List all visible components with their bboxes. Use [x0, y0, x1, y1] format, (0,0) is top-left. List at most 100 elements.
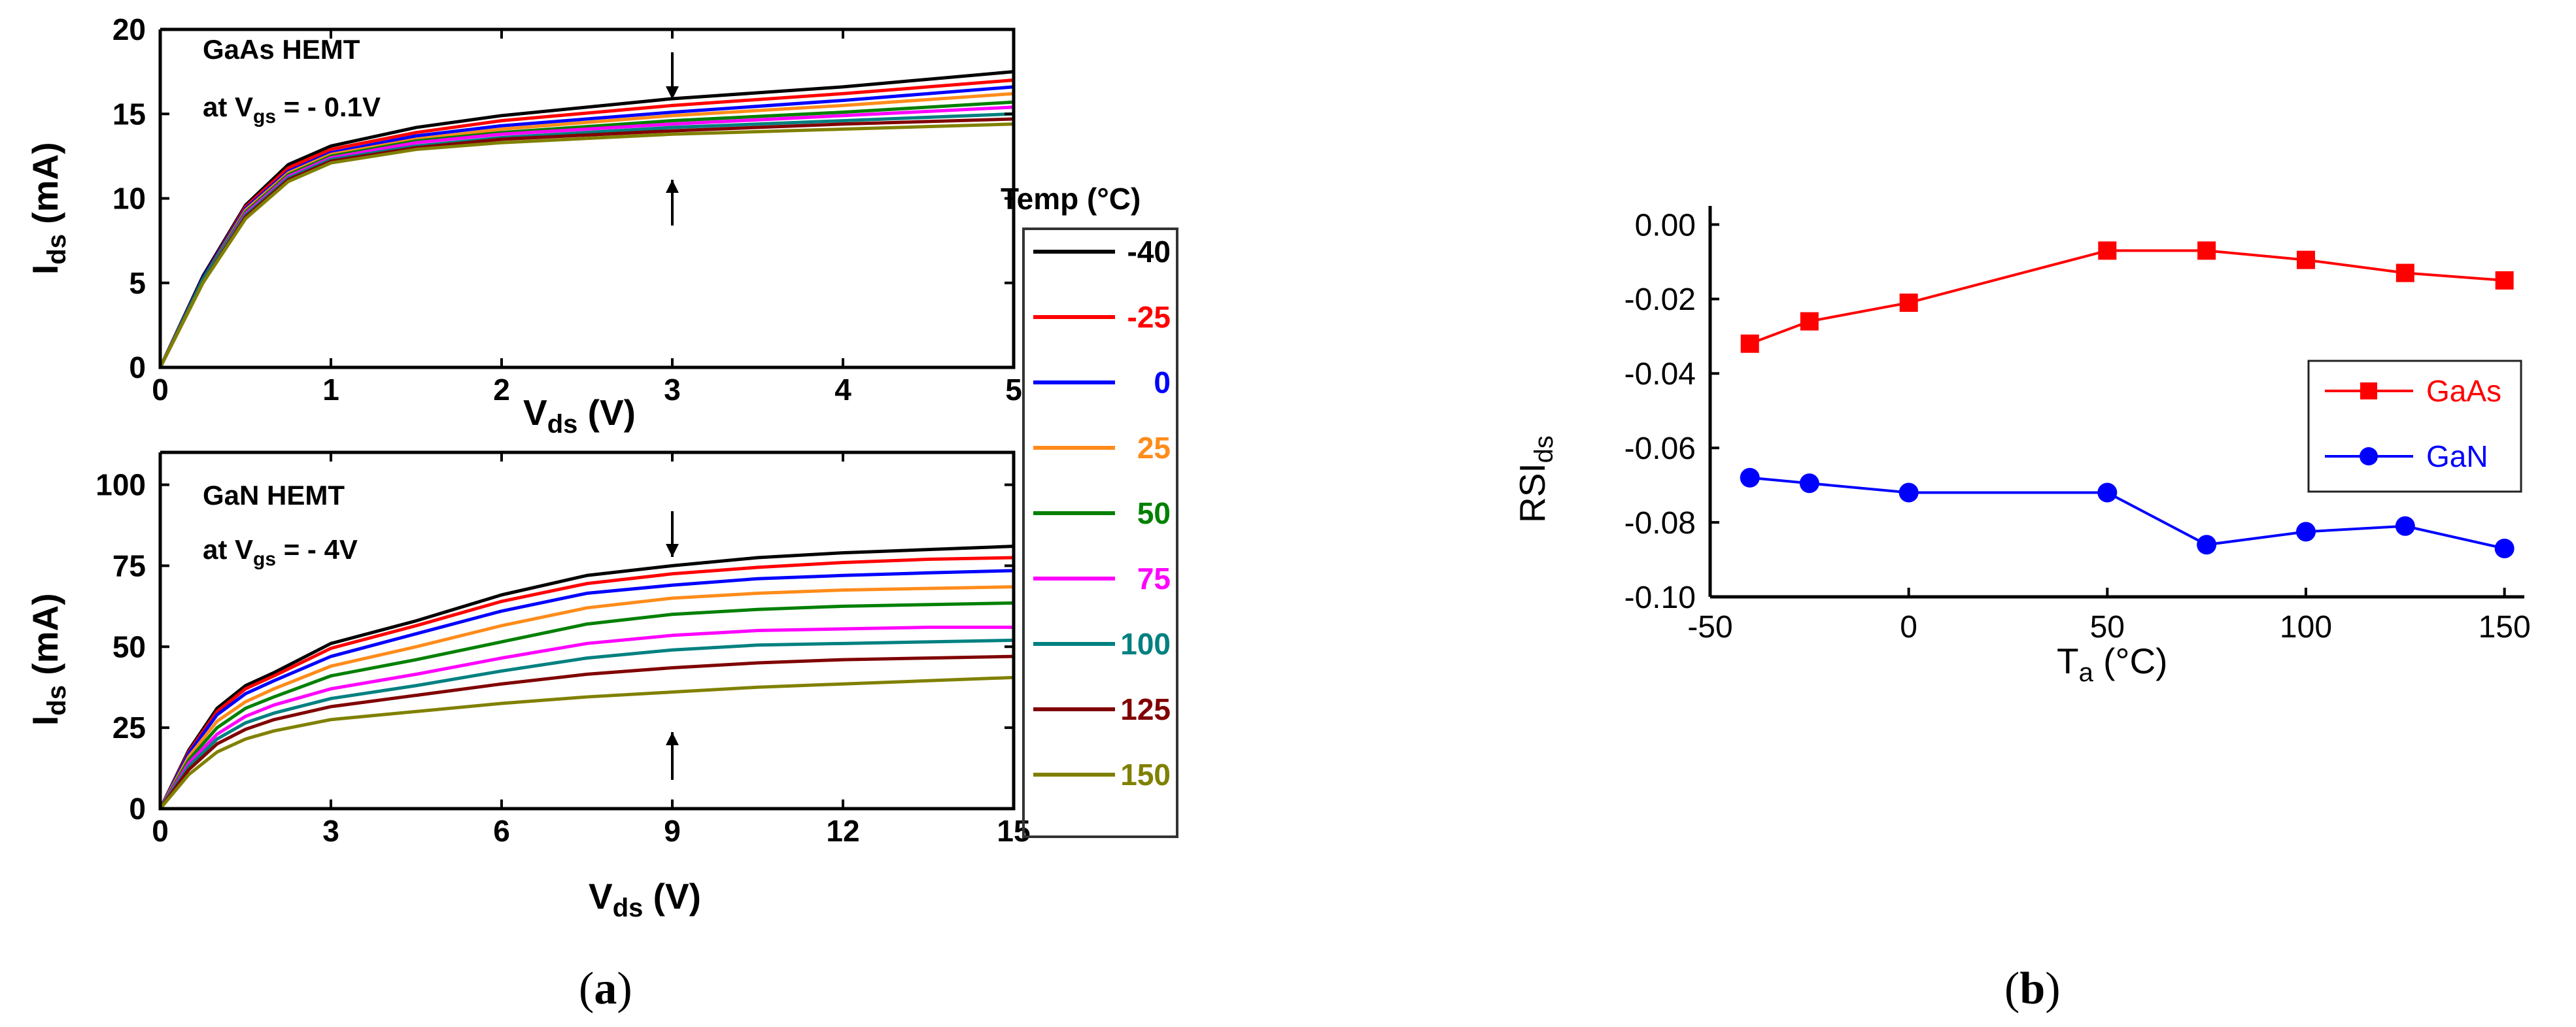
gaas-series-group: [158, 70, 1014, 369]
gan-arrows: [666, 511, 679, 780]
gaas-series-125: [158, 117, 1014, 369]
gaas-x-tick-label: 4: [834, 373, 851, 407]
rsi-series-group: [1740, 241, 2515, 558]
gan-series-75: [158, 626, 1014, 810]
gaas-x-tick-label: 2: [493, 373, 510, 407]
gaas-y-tick-label: 10: [112, 182, 146, 216]
rsi-legend-label-GaN: GaN: [2426, 439, 2488, 473]
gan-y-tick-label: 75: [112, 549, 146, 583]
gaas-x-tick-label: 5: [1005, 373, 1022, 407]
gaas-y-tick-label: 5: [129, 266, 146, 300]
gan-chart: 0 3 6 9 12 15 0 25 50 75 100 GaN HEMT at Vgs = - 4…: [25, 450, 1031, 922]
temperature-legend-label: 75: [1137, 562, 1171, 596]
gan-annotation-bias: at Vgs = - 4V: [203, 534, 358, 570]
gan-x-tick-label: 15: [997, 814, 1030, 848]
rsi-y-tick-label: -0.04: [1624, 357, 1696, 392]
temperature-legend-label: 50: [1137, 496, 1171, 530]
panel-label-a: (a): [579, 964, 632, 1014]
gan-x-axis-label: Vds (V): [589, 876, 701, 922]
rsi-point-GaAs: [2296, 250, 2315, 269]
temperature-legend-label: -40: [1127, 235, 1171, 269]
rsi-legend-box: [2307, 360, 2522, 493]
gan-x-tick-label: 6: [493, 814, 510, 848]
rsi-point-GaN: [1799, 473, 1819, 494]
temperature-legend: Temp (°C) -40 -25 0 25 50 75 100 125 150: [1001, 182, 1178, 838]
rsi-point-GaN: [2494, 538, 2515, 558]
gan-annotation-title: GaN HEMT: [203, 480, 345, 511]
temperature-legend-label: 25: [1137, 431, 1171, 465]
rsi-y-tick-label: -0.06: [1624, 431, 1696, 466]
gan-arrowhead-down: [666, 544, 679, 557]
gaas-arrows: [666, 52, 679, 226]
gaas-arrowhead-up: [666, 180, 679, 193]
rsi-y-tick-label: -0.02: [1624, 282, 1696, 317]
rsi-chart: -50 0 50 100 150 0.00 -0.02 -0.04 -0.06 -0.08 -0.1…: [1512, 206, 2531, 687]
rsi-point-GaN: [2097, 482, 2118, 503]
temperature-legend-box: [1022, 227, 1178, 838]
gan-y-tick-label: 0: [129, 792, 146, 826]
rsi-y-tick-label: -0.10: [1624, 581, 1696, 615]
rsi-legend-marker-GaAs: [2360, 382, 2377, 399]
rsi-point-GaN: [2197, 535, 2217, 555]
rsi-x-tick-label: -50: [1687, 610, 1732, 645]
gan-x-tick-label: 12: [826, 814, 859, 848]
rsi-x-tick-label: 50: [2090, 610, 2125, 645]
gaas-x-tick-label: 1: [322, 373, 339, 407]
rsi-x-tick-label: 0: [1900, 610, 1917, 645]
gaas-series-100: [158, 112, 1014, 369]
rsi-point-GaAs: [2396, 263, 2414, 282]
gan-series-100: [158, 638, 1014, 810]
rsi-y-axis-label: RSIds: [1512, 435, 1558, 523]
temperature-legend-label: 100: [1120, 627, 1171, 661]
rsi-legend-marker-GaN: [2360, 447, 2378, 465]
gan-x-tick-label: 9: [664, 814, 681, 848]
temperature-legend-label: 125: [1120, 692, 1171, 726]
rsi-y-tick-label: -0.08: [1624, 506, 1696, 541]
temperature-legend-label: 0: [1154, 365, 1171, 399]
gaas-plot-frame: [158, 27, 1016, 369]
rsi-point-GaN: [1740, 467, 1760, 488]
gaas-x-tick-label: 3: [664, 373, 681, 407]
rsi-point-GaAs: [2495, 271, 2514, 290]
rsi-point-GaAs: [1800, 312, 1819, 331]
gaas-x-tick-label: 0: [152, 373, 169, 407]
gan-y-axis-label: Ids (mA): [25, 593, 71, 726]
rsi-axes: [1708, 206, 2524, 599]
gan-series-25: [158, 585, 1014, 810]
gan-series--40: [158, 545, 1014, 810]
rsi-point-GaAs: [1899, 294, 1918, 312]
gan-series-125: [158, 654, 1014, 810]
gan-y-tick-label: 100: [95, 468, 146, 502]
temperature-legend-title: Temp (°C): [1001, 182, 1141, 216]
rsi-legend: GaAs GaN: [2307, 360, 2522, 493]
gaas-arrowhead-down: [666, 86, 679, 99]
gaas-y-tick-label: 20: [112, 12, 146, 46]
gan-arrowhead-up: [666, 732, 679, 745]
gan-series-group: [158, 545, 1014, 810]
gaas-y-axis-label: Ids (mA): [25, 142, 71, 275]
rsi-point-GaN: [2295, 522, 2316, 542]
gaas-series-150: [158, 122, 1014, 369]
gan-y-tick-label: 25: [112, 711, 146, 745]
rsi-series-GaAs: [1749, 249, 2505, 345]
gaas-series-50: [158, 100, 1014, 369]
temperature-legend-label: 150: [1120, 758, 1171, 792]
rsi-y-tick-label: 0.00: [1635, 208, 1696, 243]
gan-x-tick-label: 3: [322, 814, 339, 848]
panel-label-b: (b): [2004, 964, 2061, 1014]
gan-x-tick-label: 0: [152, 814, 169, 848]
gaas-chart: 0 1 2 3 4 5 0 5 10 15 20 GaAs HEMT at Vgs = - 0.1V…: [25, 12, 1022, 439]
rsi-point-GaAs: [2098, 241, 2117, 260]
gan-series-150: [159, 675, 1014, 810]
gaas-annotation-title: GaAs HEMT: [203, 34, 360, 65]
rsi-x-tick-label: 150: [2479, 610, 2531, 645]
gaas-annotation-bias: at Vgs = - 0.1V: [203, 92, 381, 127]
rsi-series-GaN: [1749, 476, 2505, 550]
gaas-y-tick-label: 0: [129, 350, 146, 384]
temperature-legend-label: -25: [1127, 300, 1171, 334]
gaas-x-axis-label: Vds (V): [523, 392, 636, 439]
rsi-point-GaAs: [2197, 241, 2216, 260]
rsi-x-axis-label: Ta (°C): [2057, 641, 2168, 687]
rsi-point-GaAs: [1740, 334, 1759, 353]
